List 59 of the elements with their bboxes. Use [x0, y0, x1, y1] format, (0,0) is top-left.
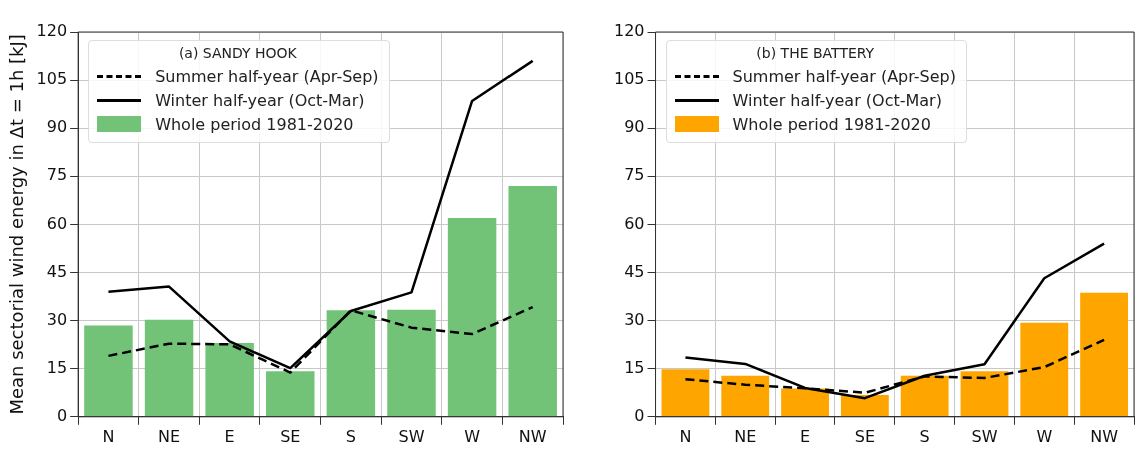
- bar: [205, 343, 254, 417]
- y-axis-title: Mean sectorial wind energy in Δt = 1h [kJ]: [6, 34, 28, 415]
- bar: [508, 185, 557, 417]
- x-tick-label: NE: [158, 426, 181, 446]
- legend-label: Summer half-year (Apr-Sep): [155, 66, 379, 86]
- y-tick-label: 105: [613, 69, 645, 89]
- y-tick-label: 60: [46, 213, 68, 233]
- y-tick-label: 0: [56, 405, 68, 425]
- x-tick-label: NW: [1090, 426, 1119, 446]
- bar: [1080, 292, 1129, 417]
- y-tick-label: 45: [46, 261, 68, 281]
- legend-label: Winter half-year (Oct-Mar): [732, 90, 942, 110]
- y-tick-label: 90: [624, 117, 645, 137]
- legend-title: (a) SANDY HOOK: [177, 45, 298, 61]
- bar: [326, 310, 376, 417]
- legend-label: Whole period 1981-2020: [155, 114, 354, 134]
- y-tick-label: 90: [46, 117, 68, 137]
- bar: [781, 388, 829, 417]
- legend-label: Whole period 1981-2020: [732, 114, 931, 134]
- y-tick-label: 45: [624, 261, 645, 281]
- y-tick-label: 120: [613, 21, 645, 41]
- y-tick-label: 30: [624, 309, 645, 329]
- y-tick-label: 105: [36, 69, 68, 89]
- bar: [661, 369, 710, 417]
- x-tick-label: NW: [518, 426, 547, 446]
- bar: [387, 309, 436, 417]
- y-tick-label: 75: [624, 165, 645, 185]
- legend-label: Summer half-year (Apr-Sep): [732, 66, 956, 86]
- legend-label: Winter half-year (Oct-Mar): [155, 90, 365, 110]
- y-tick-label: 15: [46, 357, 68, 377]
- x-tick-label: NE: [734, 426, 757, 446]
- y-tick-label: 75: [46, 165, 68, 185]
- bar: [84, 325, 133, 417]
- y-tick-label: 0: [634, 405, 645, 425]
- x-tick-label: S: [919, 426, 930, 446]
- y-tick-label: 60: [624, 213, 645, 233]
- x-tick-label: W: [464, 426, 481, 446]
- x-tick-label: N: [679, 426, 692, 446]
- x-tick-label: E: [224, 426, 235, 446]
- bar: [144, 319, 194, 417]
- x-tick-label: N: [102, 426, 115, 446]
- y-tick-label: 15: [624, 357, 645, 377]
- bar: [900, 375, 949, 417]
- x-tick-label: W: [1036, 426, 1053, 446]
- x-tick-label: SE: [854, 426, 875, 446]
- x-tick-label: SE: [280, 426, 301, 446]
- y-tick-label: 120: [36, 21, 68, 41]
- x-tick-label: S: [345, 426, 356, 446]
- bar: [1020, 322, 1069, 417]
- y-tick-label: 30: [46, 309, 68, 329]
- x-tick-label: E: [800, 426, 811, 446]
- bar: [721, 375, 770, 417]
- bar: [840, 395, 889, 417]
- x-tick-label: SW: [971, 426, 998, 446]
- bar: [266, 371, 315, 417]
- bar: [960, 371, 1009, 417]
- x-tick-label: SW: [398, 426, 425, 446]
- legend-title: (b) THE BATTERY: [755, 45, 876, 61]
- bar: [447, 217, 497, 417]
